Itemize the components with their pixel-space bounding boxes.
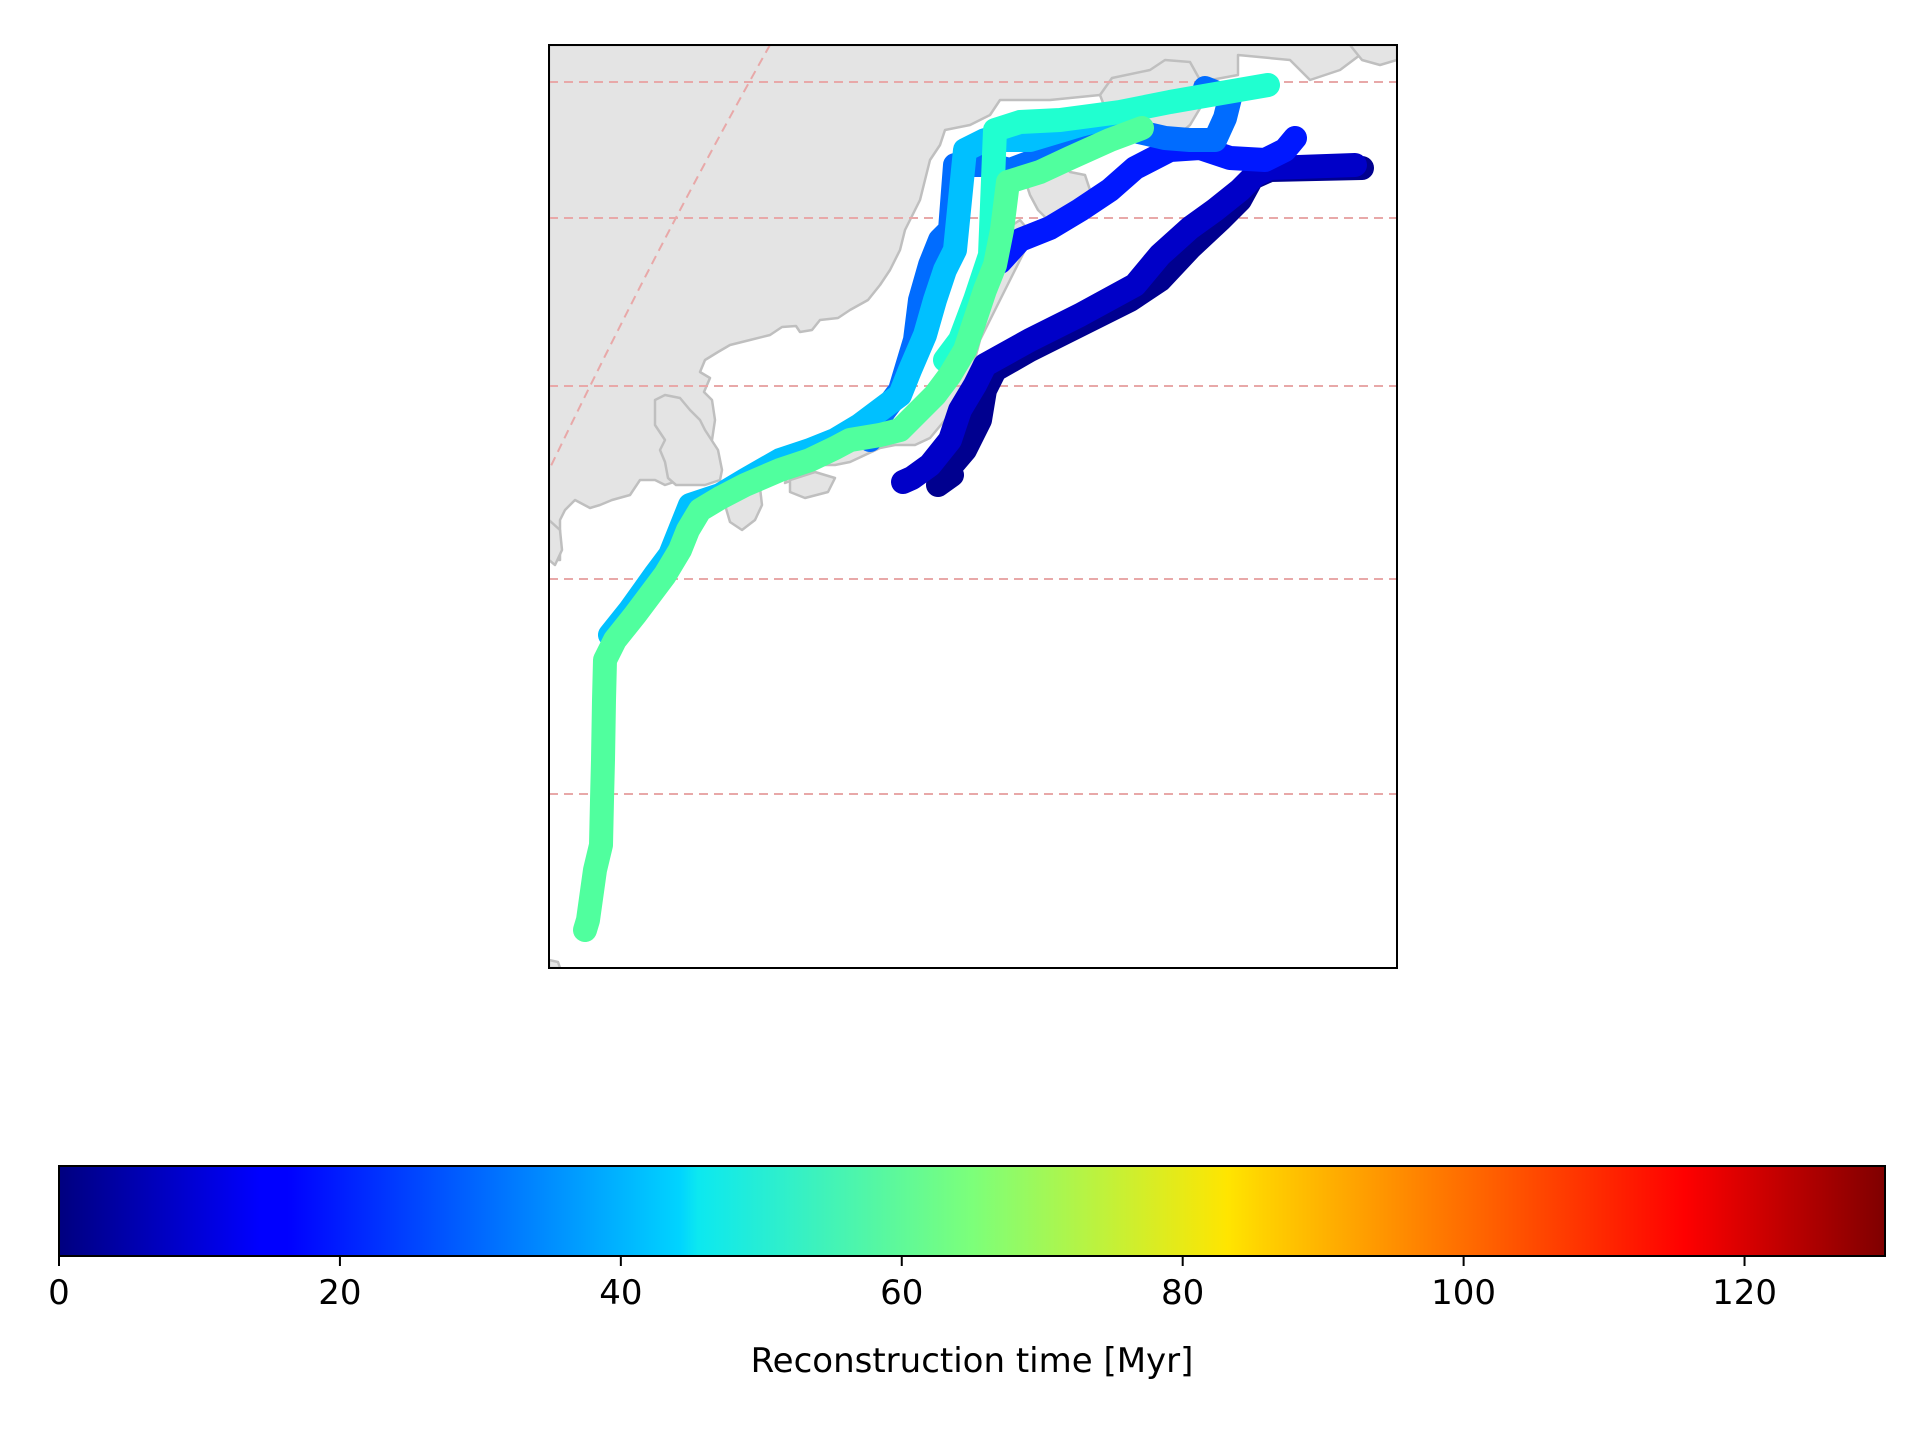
track-path: [891, 153, 1367, 494]
gridlines: [549, 45, 1397, 795]
colorbar-tick-label: 20: [318, 1273, 361, 1313]
taiwan: [549, 518, 564, 567]
longitude-line: [549, 45, 771, 471]
colorbar-ticks: 0 20 40 60 80 100 120: [48, 1256, 1777, 1313]
track-path: [988, 126, 1307, 274]
colorbar-tick-label: 0: [48, 1273, 70, 1313]
korean-peninsula: [653, 393, 724, 487]
colorbar-gradient: [58, 1165, 1886, 1257]
colorbar-label: Reconstruction time [Myr]: [751, 1341, 1194, 1381]
colorbar: 0 20 40 60 80 100 120 Reconstruction time [Myr…: [48, 1165, 1886, 1381]
shikoku: [788, 470, 837, 500]
track-path: [573, 116, 1154, 942]
map-frame: [548, 44, 1398, 969]
philippines-edge: [549, 958, 562, 968]
colorbar-tick-label: 40: [599, 1273, 642, 1313]
colorbar-tick-label: 100: [1431, 1273, 1496, 1313]
colorbar-tick-label: 80: [1161, 1273, 1204, 1313]
kamchatka-edge: [1348, 45, 1397, 67]
hotspot-tracks: [573, 73, 1374, 942]
colorbar-tick-label: 120: [1712, 1273, 1777, 1313]
map-axes: [548, 44, 1398, 969]
colorbar-tick-label: 60: [880, 1273, 923, 1313]
